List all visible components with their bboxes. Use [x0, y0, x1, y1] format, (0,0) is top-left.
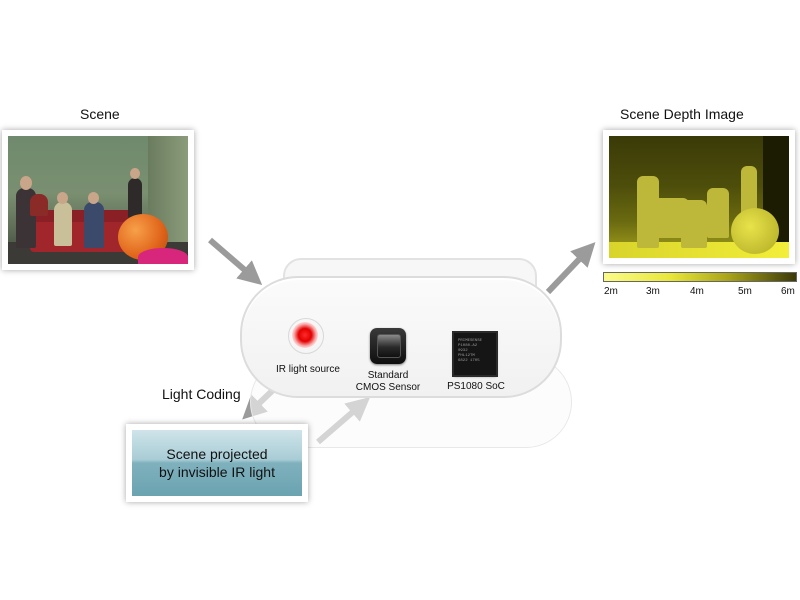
projection-box: Scene projected by invisible IR light: [132, 430, 302, 496]
soc-chip-icon: PRIMESENSE P1080-A2 0932 PHL12TM 6822 17…: [454, 333, 496, 375]
depth-tick-label: 4m: [690, 286, 704, 297]
cmos-label-line-1: Standard: [367, 370, 409, 381]
arrow-scene-to-device: [208, 237, 263, 286]
light-coding-label: Light Coding: [162, 386, 241, 402]
arrow-device-to-depth: [545, 242, 596, 295]
scene-title: Scene: [80, 106, 120, 122]
projection-frame: Scene projected by invisible IR light: [126, 424, 308, 502]
scene-photo: [8, 136, 188, 264]
ir-light-icon: [292, 322, 318, 348]
cmos-label-line-2: CMOS Sensor: [355, 382, 421, 393]
ir-light-label: IR light source: [276, 364, 340, 375]
depth-tick-label: 5m: [738, 286, 752, 297]
scene-photo-frame: [2, 130, 194, 270]
depth-title: Scene Depth Image: [620, 106, 744, 122]
depth-image: [609, 136, 789, 258]
depth-tick-label: 3m: [646, 286, 660, 297]
projection-text-line-1: Scene projected: [166, 446, 268, 462]
soc-label: PS1080 SoC: [447, 381, 505, 392]
depth-tick-label: 6m: [781, 286, 795, 297]
depth-tick-label: 2m: [604, 286, 618, 297]
cmos-sensor-icon: [370, 328, 406, 364]
depth-colorbar: [603, 272, 797, 282]
depth-photo-frame: [603, 130, 795, 264]
ir-emitter-ring: [288, 318, 324, 354]
projection-text-line-2: by invisible IR light: [159, 464, 275, 480]
